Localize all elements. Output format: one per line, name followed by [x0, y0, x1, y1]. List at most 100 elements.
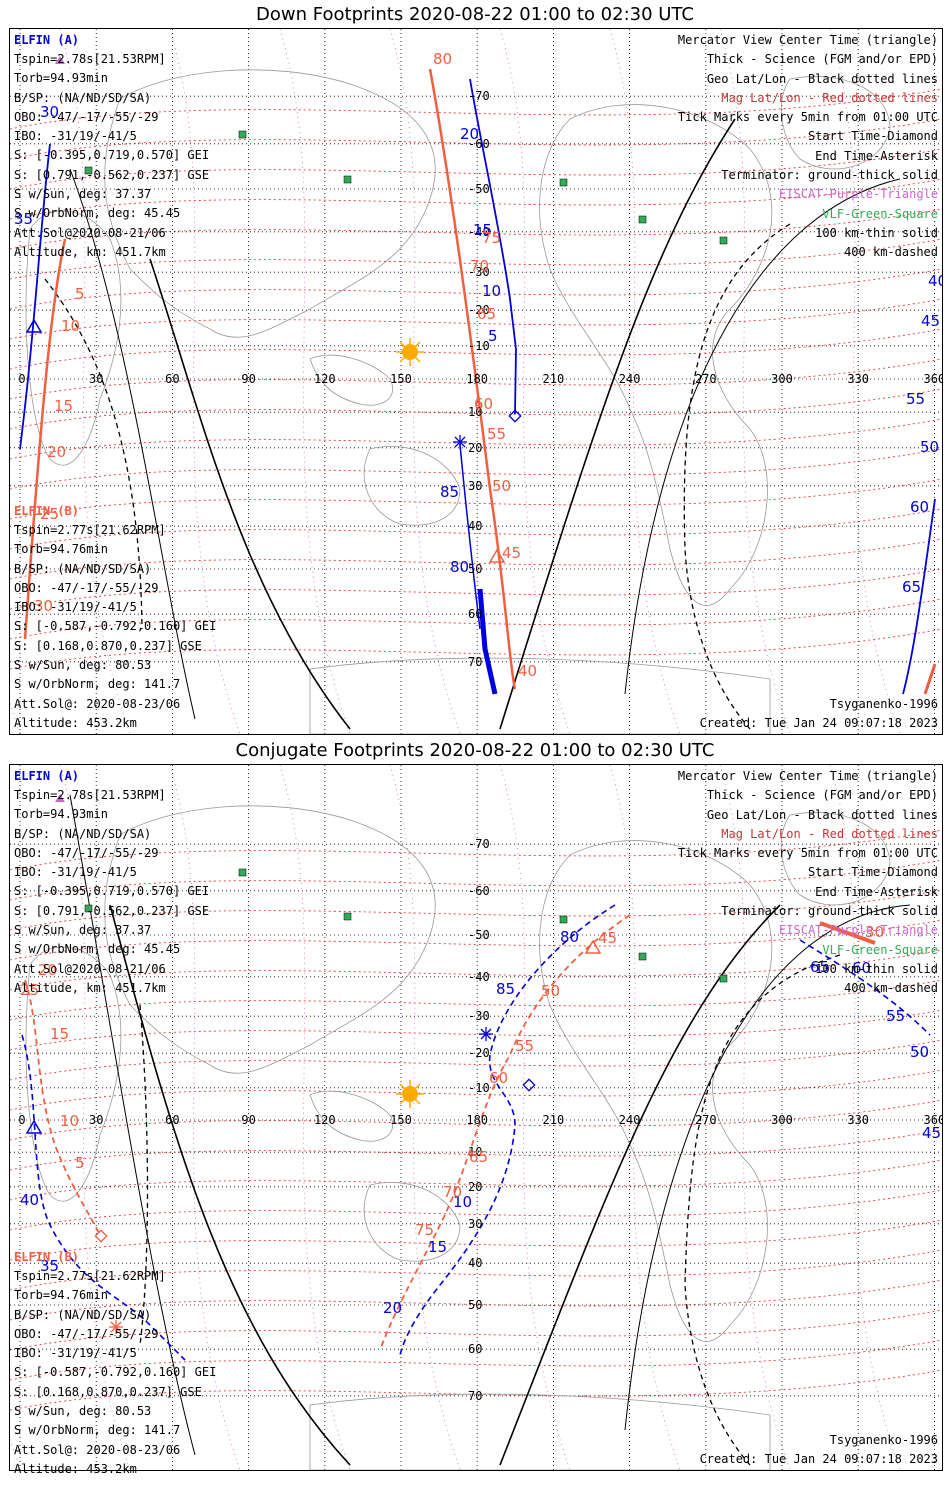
mag-parallel	[10, 1069, 942, 1111]
mag-parallel	[10, 1309, 942, 1351]
mag-parallel	[10, 1009, 942, 1051]
terminator-100km-line	[69, 794, 196, 1456]
lat-tick-label: -70	[468, 89, 490, 103]
vlf-station-squares	[84, 130, 728, 245]
legend-entry: Tick Marks every 5min from 01:00 UTC	[677, 846, 938, 861]
elfin-a-info: Tspin=2.78s[21.53RPM] Torb=94.93min B/SP: …	[14, 50, 209, 262]
elfin-a-info-line: S w/OrbNorm, deg: 45.45	[14, 942, 181, 957]
elfin-b-info-line: S w/Sun, deg: 80.53	[14, 1404, 152, 1419]
elfin-a-conjugate-track-east	[799, 939, 931, 1036]
mag-parallel	[10, 598, 942, 640]
track-time-tick: 5	[75, 285, 85, 303]
lon-tick-label: 270	[695, 1113, 717, 1127]
legend-entry: 400 km-dashed	[844, 981, 938, 996]
track-time-tick: 5	[488, 327, 498, 345]
coastlines	[25, 69, 891, 734]
mag-meridian	[829, 29, 901, 734]
elfin-b-info-line: S: [0.168,0.870,0.237] GSE	[14, 1384, 202, 1399]
mag-parallel	[10, 1249, 942, 1291]
track-time-tick: 20	[47, 443, 66, 461]
lat-tick-label: -50	[468, 928, 490, 942]
lon-tick-label: 240	[619, 372, 641, 386]
lon-tick-label: 210	[543, 372, 565, 386]
legend-entry: Geo Lat/Lon - Black dotted lines	[706, 71, 938, 86]
terminator-100km-line-east	[624, 904, 911, 1431]
elfin-a-info-line: S: [0.791,-0.562,0.237] GSE	[14, 167, 210, 182]
track-time-tick: 45	[502, 544, 521, 562]
coastline	[309, 354, 393, 406]
legend-entry: End Time-Asterisk	[815, 884, 938, 899]
terminator-400km-line	[139, 1004, 149, 1346]
mag-parallel	[10, 979, 942, 1021]
elfin-a-info-line: S w/Sun, deg: 37.37	[14, 187, 152, 202]
lon-tick-label: 270	[695, 372, 717, 386]
coastline	[25, 946, 122, 1202]
mag-parallel	[10, 148, 942, 190]
lon-tick-label: 0	[18, 372, 25, 386]
legend-entry: Terminator: ground-thick solid	[721, 904, 938, 919]
mag-parallel	[10, 508, 942, 550]
mag-meridian	[499, 29, 571, 734]
elfin-b-center-triangle	[584, 939, 602, 954]
track-time-tick: 60	[489, 1069, 508, 1087]
down-footprints-panel: 0 30 60 90 120 150 180 210 240 270 300 330 360 70 60 50…	[9, 28, 943, 735]
elfin-a-info-line: Torb=94.93min	[14, 71, 108, 86]
created-timestamp: Created: Tue Jan 24 09:07:18 2023	[699, 1452, 938, 1466]
mag-meridian	[499, 765, 571, 1470]
conjugate-map-canvas: 0 30 60 90 120 150 180 210 240 270 300 330 360 70 60 50…	[10, 765, 942, 1470]
lon-tick-label: 60	[165, 372, 179, 386]
elfin-b-end-asterisk	[109, 1320, 123, 1334]
lat-tick-label: -40	[468, 225, 490, 239]
coastline	[780, 812, 891, 906]
mag-parallel	[10, 268, 942, 310]
track-time-tick: 30	[34, 597, 53, 615]
track-time-tick: 75	[482, 229, 501, 247]
elfin-b-info-line: S: [0.168,0.870,0.237] GSE	[14, 638, 202, 653]
lon-tick-label: 210	[543, 1113, 565, 1127]
mag-parallel	[10, 1129, 942, 1171]
mag-meridian	[609, 765, 681, 1470]
track-time-tick: 35	[14, 210, 33, 228]
elfin-b-heading: ELFIN (B)	[14, 1250, 80, 1264]
lat-tick-label: 70	[468, 1389, 482, 1403]
track-time-tick: 55	[906, 390, 925, 408]
track-time-tick: 60	[910, 498, 929, 516]
elfin-b-info: Tspin=2.77s[21.62RPM] Torb=94.76min B/SP: …	[14, 1267, 216, 1479]
lat-tick-label: -10	[468, 339, 490, 353]
track-time-tick: 15	[54, 397, 73, 415]
elfin-a-info-line: OBO: -47/-17/-55/-29	[14, 845, 159, 860]
elfin-a-info-line: Altitude, km: 451.7km	[14, 980, 166, 995]
elfin-b-heading: ELFIN (B)	[14, 504, 80, 518]
track-time-tick: 15	[50, 1025, 69, 1043]
mag-meridian	[279, 29, 351, 734]
lon-tick-label: 120	[314, 372, 336, 386]
elfin-a-info-line: IBO: -31/19/-41/5	[14, 129, 137, 144]
track-time-tick: 40	[928, 272, 942, 290]
lon-tick-label: 0	[18, 1113, 25, 1127]
elfin-b-conjugate-track	[379, 914, 631, 1351]
lat-tick-label: 30	[468, 479, 482, 493]
conjugate-footprints-panel: 0 30 60 90 120 150 180 210 240 270 300 330 360 70 60 50…	[9, 764, 943, 1476]
mag-meridian	[279, 765, 351, 1470]
legend-entry: Thick - Science (FGM and/or EPD)	[706, 52, 938, 67]
mag-meridian	[609, 29, 681, 734]
elfin-b-info-line: Altitude: 453.2km	[14, 1461, 137, 1476]
created-timestamp: Created: Tue Jan 24 09:07:18 2023	[699, 716, 938, 730]
elfin-a-track-east	[902, 498, 936, 695]
terminator-100km-line-east	[624, 178, 901, 695]
lat-tick-label: -20	[468, 303, 490, 317]
elfin-b-info-line: OBO: -47/-17/-55/-29	[14, 580, 159, 595]
mag-parallel	[10, 829, 942, 871]
mag-parallel	[10, 358, 942, 400]
elfin-b-info-line: B/SP: (NA/ND/SD/SA)	[14, 1307, 152, 1322]
track-time-tick: 60	[474, 395, 493, 413]
mag-parallel	[10, 889, 942, 931]
elfin-a-info-line: Torb=94.93min	[14, 807, 108, 822]
terminator-ground-line	[109, 904, 351, 1466]
elfin-a-info-line: Att.Sol@2020-08-21/06	[14, 961, 166, 976]
track-time-tick: 65	[477, 305, 496, 323]
elfin-b-track	[428, 68, 517, 690]
track-time-tick: 35	[40, 1257, 59, 1275]
track-time-tick: 20	[383, 1299, 402, 1317]
mag-parallel	[10, 1039, 942, 1081]
